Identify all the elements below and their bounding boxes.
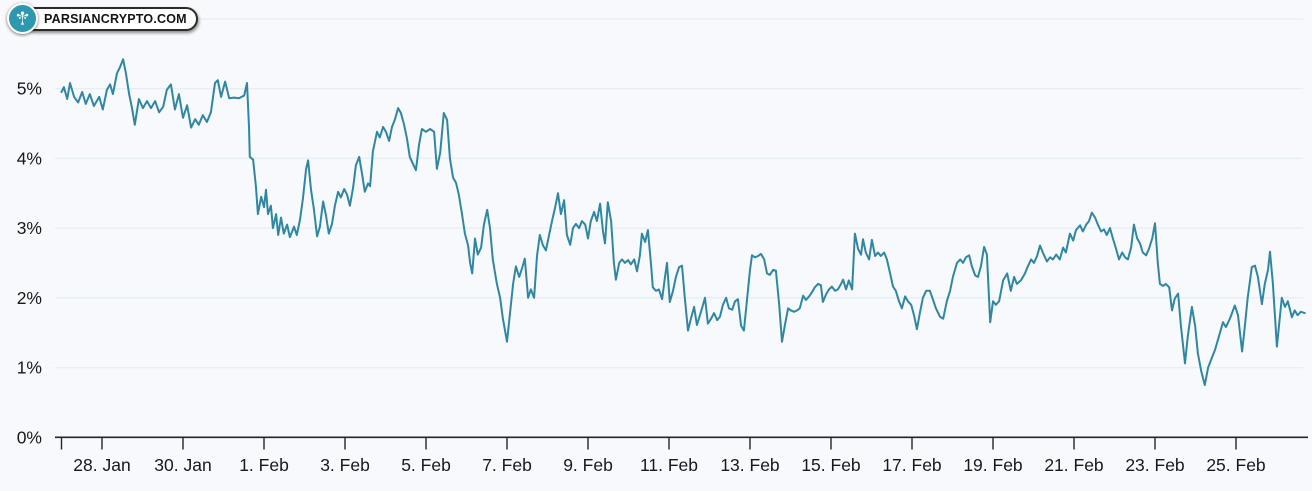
x-tick-label: 25. Feb [1206, 455, 1265, 475]
y-axis-labels: 0% 1% 2% 3% 4% 5% [17, 79, 42, 448]
x-tick-label: 7. Feb [482, 455, 532, 475]
x-tick-label: 23. Feb [1125, 455, 1184, 475]
x-tick-label: 11. Feb [640, 455, 698, 475]
x-tick-label: 13. Feb [720, 455, 779, 475]
logo-circle [7, 3, 38, 34]
series-line [60, 58, 1306, 386]
x-tick-label: 9. Feb [563, 455, 613, 475]
x-tick-label: 5. Feb [401, 455, 451, 475]
y-tick-label: 4% [17, 148, 42, 168]
x-tick-label: 1. Feb [239, 455, 289, 475]
y-tick-label: 2% [17, 288, 42, 308]
y-tick-label: 0% [17, 427, 42, 447]
x-tick-label: 19. Feb [963, 455, 1022, 475]
x-tick-label: 21. Feb [1044, 455, 1103, 475]
x-tick-label: 17. Feb [882, 455, 941, 475]
x-axis: 28. Jan 30. Jan 1. Feb 3. Feb 5. Feb 7. Feb 9.… [55, 436, 1308, 475]
x-tick-label: 28. Jan [73, 455, 130, 475]
y-tick-label: 5% [17, 79, 42, 99]
x-tick-label: 3. Feb [320, 455, 370, 475]
logo-badge[interactable]: PARSIANCRYPTO.COM [7, 3, 198, 34]
y-tick-label: 1% [17, 358, 42, 378]
logo-text: PARSIANCRYPTO.COM [23, 6, 198, 31]
x-tick-label: 15. Feb [801, 455, 860, 475]
gridlines [55, 18, 1303, 369]
y-tick-label: 3% [17, 218, 42, 238]
tree-icon [16, 11, 29, 25]
x-tick-label: 30. Jan [154, 455, 211, 475]
